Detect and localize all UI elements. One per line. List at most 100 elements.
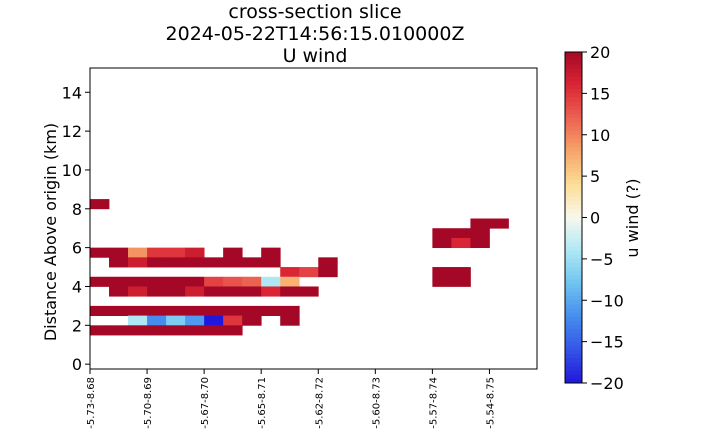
y-tick-label: 10: [62, 161, 82, 180]
colorbar-segment: [565, 80, 582, 86]
heatmap-cell: [90, 199, 110, 210]
colorbar-segment: [565, 312, 582, 318]
title-line-1: cross-section slice: [228, 1, 401, 23]
x-tick-label: -5.60-8.73: [371, 377, 382, 429]
colorbar-segment: [565, 192, 582, 198]
heatmap-cell: [204, 305, 224, 316]
heatmap-cell: [204, 286, 224, 297]
colorbar-segment: [565, 109, 582, 115]
colorbar-segment: [565, 316, 582, 322]
colorbar-segment: [565, 159, 582, 165]
heatmap-cell: [223, 325, 243, 336]
colorbar-segment: [565, 60, 582, 65]
colorbar-segment: [565, 258, 582, 264]
colorbar-segment: [565, 337, 582, 343]
heatmap-cell: [242, 286, 262, 297]
x-tick-label: -5.54-8.75: [485, 377, 496, 429]
heatmap-cell: [147, 305, 167, 316]
heatmap-cell: [185, 286, 205, 297]
heatmap-cell: [185, 247, 205, 258]
heatmap-cell: [185, 315, 205, 326]
colorbar-segment: [565, 93, 582, 99]
colorbar-segment: [565, 254, 582, 260]
colorbar-tick-label: 15: [590, 84, 610, 103]
heatmap-cell: [166, 286, 186, 297]
heatmap-cell: [128, 257, 148, 268]
heatmap-cell: [242, 315, 262, 326]
heatmap-cell: [166, 325, 186, 336]
heatmap-cell: [451, 237, 471, 249]
heatmap-cell: [128, 305, 148, 316]
heatmap-cell: [147, 325, 167, 336]
heatmap-cell: [261, 305, 281, 316]
heatmap-cell: [451, 228, 471, 239]
colorbar-segment: [565, 126, 582, 132]
colorbar-segment: [565, 200, 582, 206]
colorbar-segment: [565, 213, 582, 218]
colorbar-tick-label: 10: [590, 126, 610, 145]
colorbar-segment: [565, 85, 582, 90]
y-tick-label: 8: [72, 200, 82, 219]
colorbar-segment: [565, 246, 582, 252]
heatmap-cell: [109, 325, 129, 336]
heatmap-cell: [147, 315, 167, 326]
heatmap-cell: [185, 276, 205, 287]
colorbar-segment: [565, 345, 582, 351]
heatmap-cell: [166, 257, 186, 268]
heatmap-cell: [261, 257, 281, 268]
heatmap-cell: [318, 257, 338, 268]
heatmap-cell: [470, 218, 490, 229]
colorbar-segment: [565, 188, 582, 194]
colorbar-segment: [565, 325, 582, 330]
colorbar-segment: [565, 291, 582, 297]
y-tick-label: 2: [72, 316, 82, 335]
heatmap-cell: [109, 305, 129, 316]
colorbar-segment: [565, 134, 582, 140]
heatmap-cell: [147, 247, 167, 258]
y-tick-label: 4: [72, 277, 82, 296]
x-tick-label: -5.73-8.68: [86, 377, 97, 429]
colorbar-segment: [565, 184, 582, 190]
colorbar-segment: [565, 196, 582, 202]
colorbar-segment: [565, 349, 582, 355]
colorbar-segment: [565, 287, 582, 293]
heatmap-cell: [261, 276, 281, 287]
colorbar-segment: [565, 118, 582, 123]
heatmap-cell: [90, 325, 110, 336]
colorbar-segment: [565, 250, 582, 256]
heatmap-cell: [261, 286, 281, 297]
heatmap-cell: [166, 315, 186, 326]
heatmap-cell: [166, 276, 186, 287]
x-tick-label: -5.65-8.71: [257, 377, 268, 429]
heatmap-cell: [223, 305, 243, 316]
heatmap-cell: [185, 305, 205, 316]
colorbar-segment: [565, 279, 582, 285]
x-tick-label: -5.57-8.74: [428, 377, 439, 429]
colorbar-segment: [565, 275, 582, 281]
heatmap-cell: [280, 305, 300, 316]
heatmap-cell: [128, 325, 148, 336]
heatmap-cell: [489, 218, 509, 229]
heatmap-cell: [223, 315, 243, 326]
heatmap-cell: [223, 257, 243, 268]
heatmap-cell: [318, 267, 338, 278]
heatmap-cell: [223, 286, 243, 297]
heatmap-cell: [299, 286, 319, 297]
colorbar-segment: [565, 143, 582, 148]
colorbar-tick-label: 0: [590, 209, 600, 228]
colorbar-segment: [565, 130, 582, 136]
heatmap-cell: [470, 237, 490, 249]
heatmap-cell: [299, 267, 319, 278]
colorbar-segment: [565, 358, 582, 363]
heatmap-cell: [147, 276, 167, 287]
colorbar-segment: [565, 263, 582, 268]
colorbar-segment: [565, 217, 582, 223]
heatmap-cell: [432, 276, 452, 287]
heatmap-cell: [242, 305, 262, 316]
heatmap-cell: [204, 325, 224, 336]
heatmap-cell: [147, 286, 167, 297]
colorbar-segment: [565, 122, 582, 127]
heatmap-cell: [204, 276, 224, 287]
heatmap-cell: [204, 315, 224, 326]
